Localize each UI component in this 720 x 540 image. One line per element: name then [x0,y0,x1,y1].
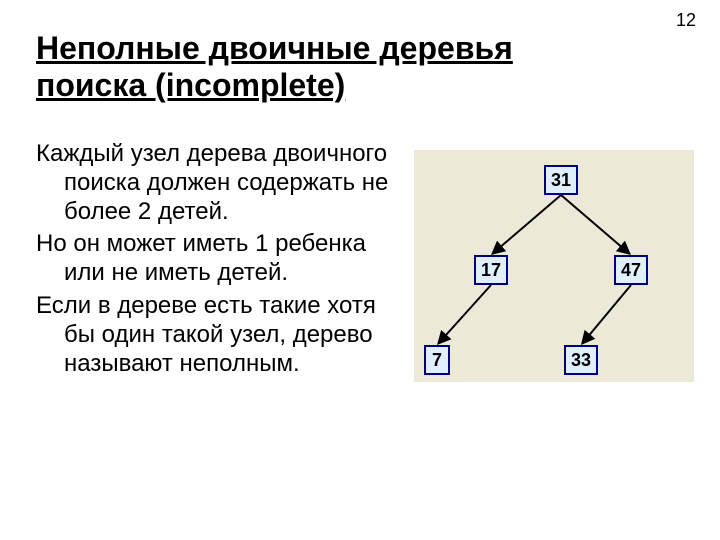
tree-edge [561,195,629,254]
tree-edge [582,285,631,343]
page-number: 12 [676,10,696,31]
tree-node-7: 7 [424,345,450,375]
tree-edge [438,285,491,344]
slide: 12 Неполные двоичные деревья поиска (inc… [0,0,720,540]
paragraph-3: Если в дереве есть такие хотя бы один та… [36,292,406,378]
tree-node-47: 47 [614,255,648,285]
tree-diagram: 31 17 47 7 33 [414,150,694,390]
paragraph-1: Каждый узел дерева двоичного поиска долж… [36,140,406,226]
tree-node-31: 31 [544,165,578,195]
tree-node-17: 17 [474,255,508,285]
body-text: Каждый узел дерева двоичного поиска долж… [36,140,406,382]
tree-edge [493,195,561,254]
slide-title: Неполные двоичные деревья поиска (incomp… [36,30,596,104]
tree-node-33: 33 [564,345,598,375]
paragraph-2: Но он может иметь 1 ребенка или не иметь… [36,230,406,288]
